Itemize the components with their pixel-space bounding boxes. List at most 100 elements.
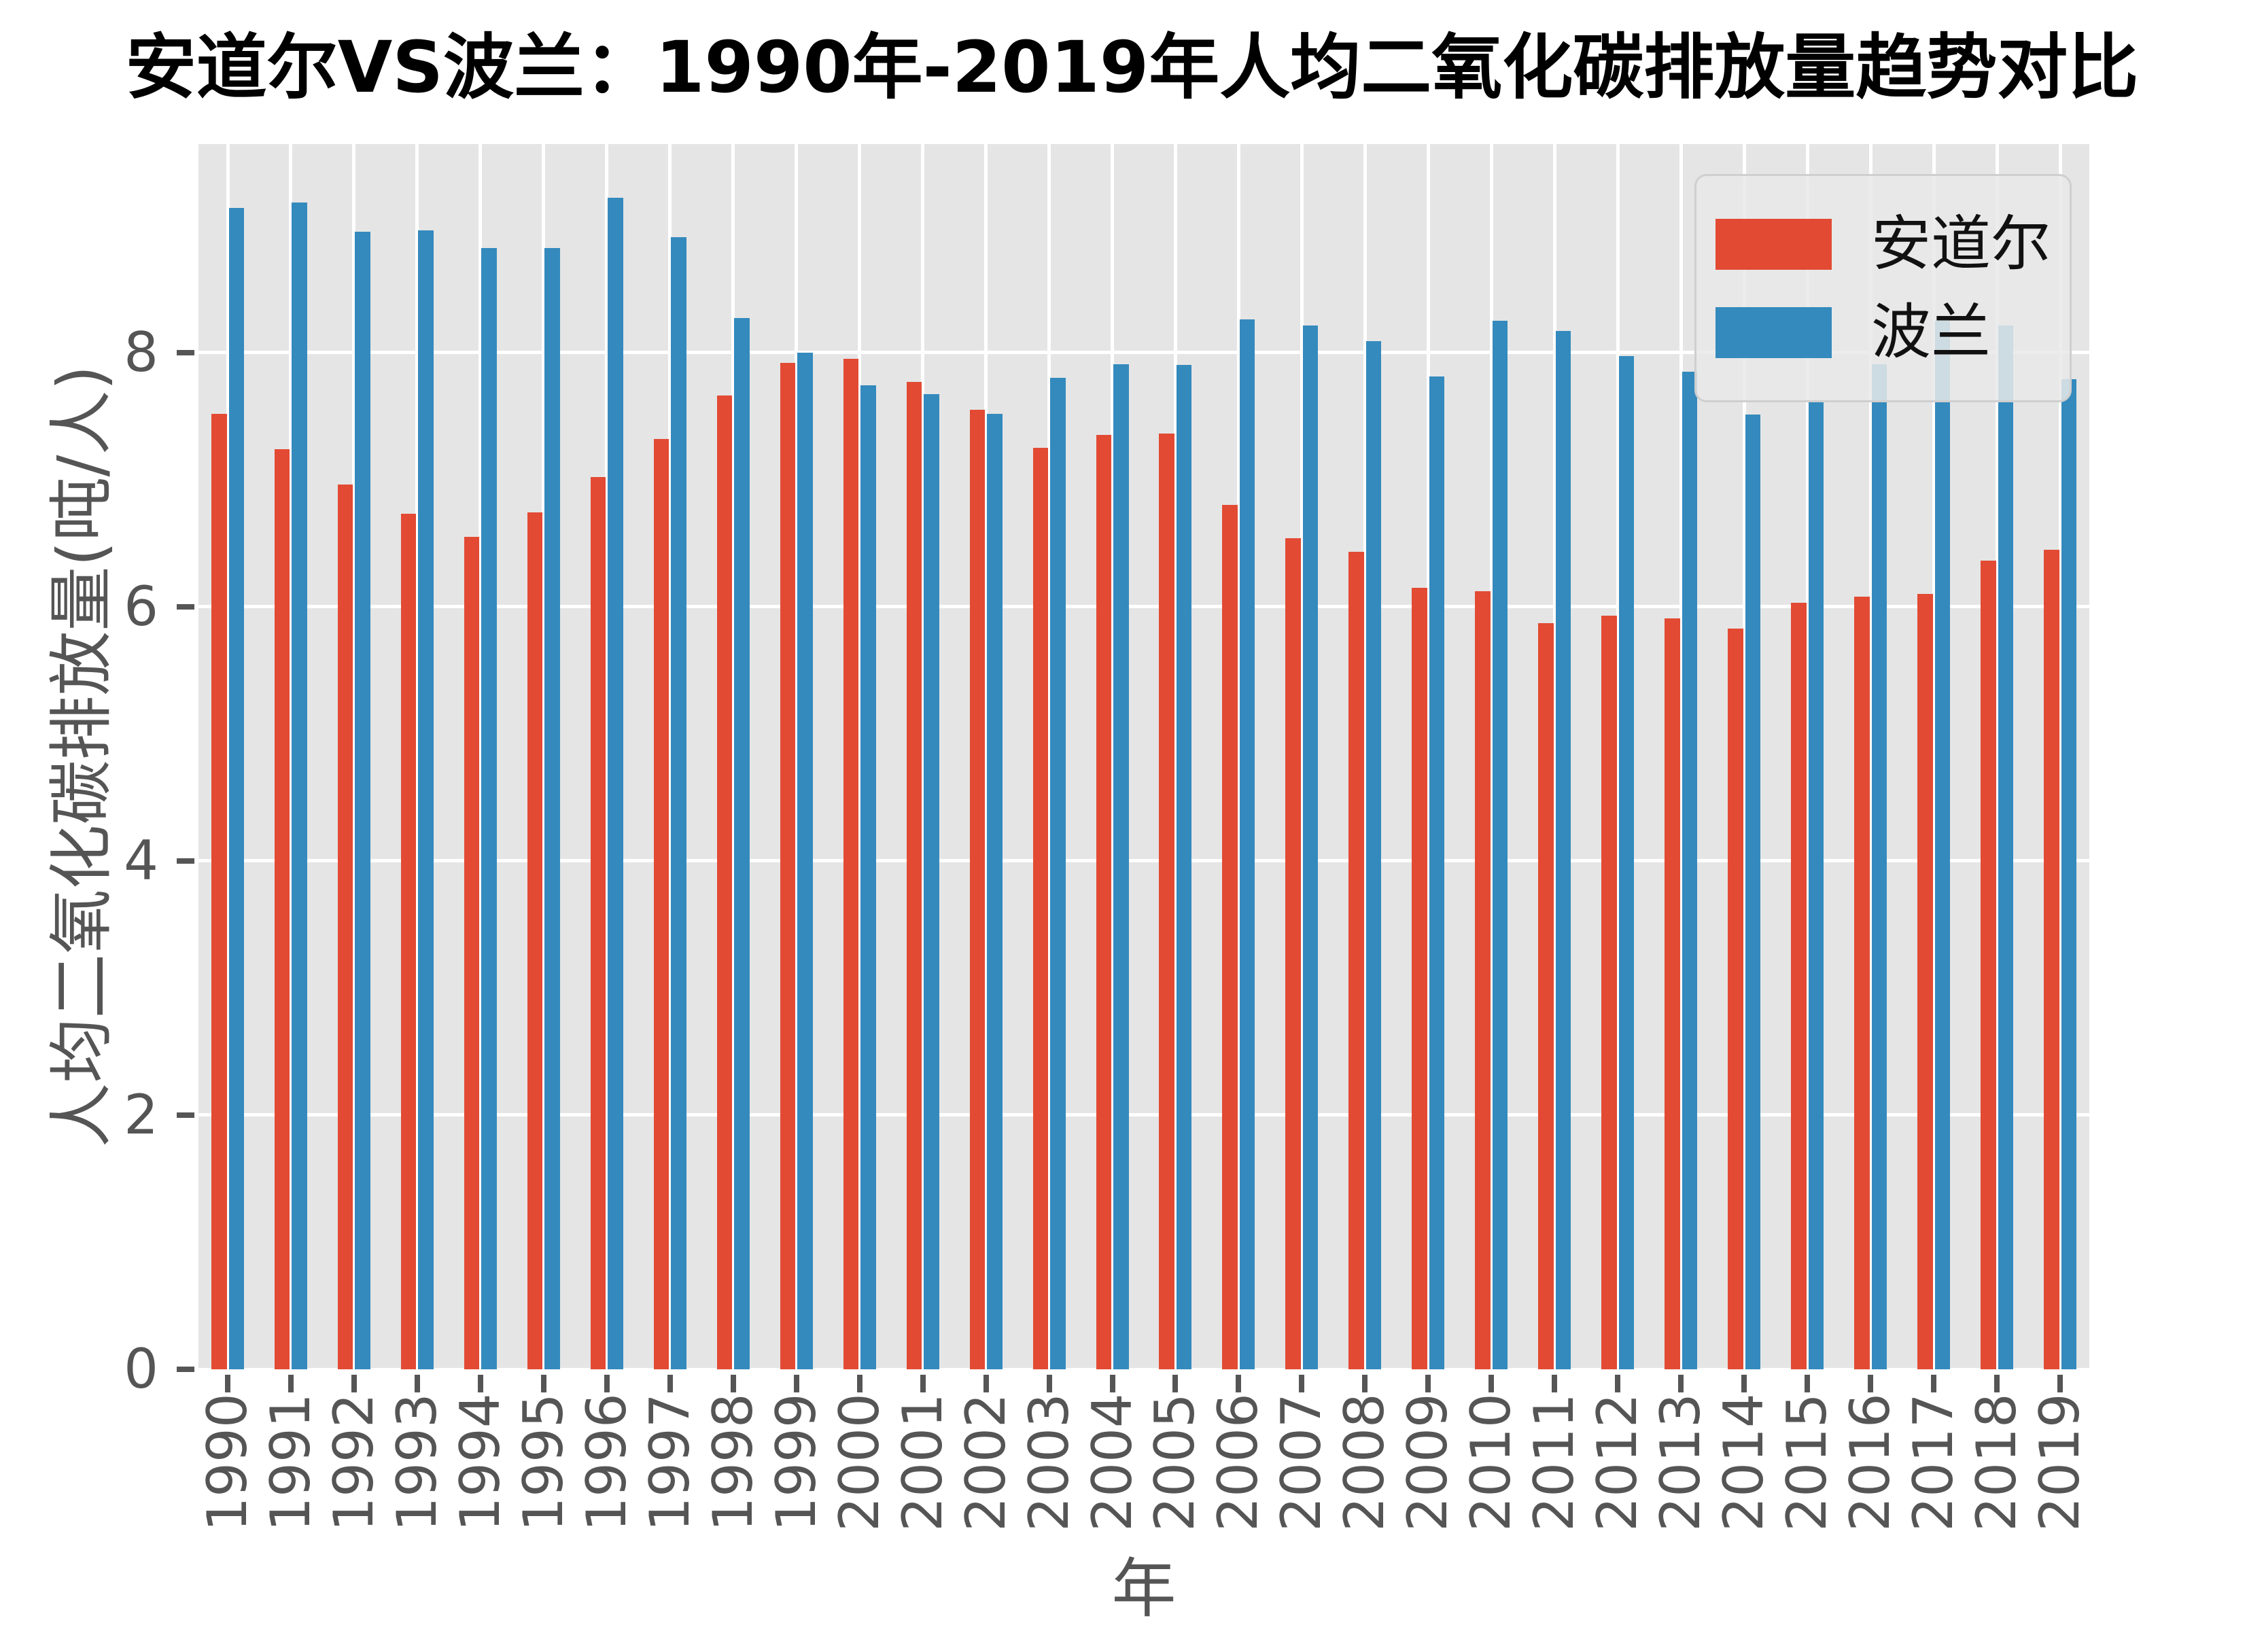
bar-poland-2014	[1745, 415, 1761, 1369]
x-tick-label-1995: 1995	[511, 1393, 575, 1532]
x-tick-label-2007: 2007	[1270, 1393, 1334, 1532]
bar-poland-1992	[355, 232, 370, 1369]
bar-poland-2005	[1176, 365, 1192, 1369]
x-tick-label-2005: 2005	[1143, 1393, 1207, 1532]
bar-andorra-2013	[1665, 618, 1680, 1369]
bar-andorra-2006	[1222, 505, 1238, 1369]
gridline-v-2015	[1805, 144, 1809, 1369]
bar-poland-2011	[1555, 330, 1571, 1369]
y-tick-label-0: 0	[124, 1337, 158, 1401]
gridline-v-2000	[858, 144, 862, 1369]
bar-andorra-1997	[653, 438, 669, 1369]
gridline-v-1995	[542, 144, 546, 1369]
bar-poland-2017	[1934, 320, 1951, 1369]
gridline-v-2002	[984, 144, 988, 1369]
y-tick-4	[177, 858, 194, 864]
x-tick-1997	[667, 1375, 673, 1392]
x-tick-label-2015: 2015	[1775, 1393, 1839, 1532]
bar-andorra-2005	[1159, 434, 1174, 1369]
gridline-v-2010	[1489, 144, 1493, 1369]
x-tick-1991	[288, 1375, 294, 1392]
bar-andorra-1990	[211, 413, 227, 1369]
y-axis-label: 人均二氧化碳排放量(吨/人)	[44, 365, 120, 1148]
x-tick-2016	[1868, 1375, 1874, 1392]
gridline-v-2012	[1616, 144, 1620, 1369]
y-tick-label-6: 6	[124, 574, 158, 638]
x-tick-2011	[1552, 1375, 1558, 1392]
x-axis-label: 年	[1111, 1551, 1177, 1627]
x-tick-2000	[856, 1375, 863, 1392]
x-tick-2006	[1236, 1375, 1242, 1392]
x-tick-2001	[920, 1375, 926, 1392]
y-tick-6	[177, 603, 194, 610]
bar-andorra-2016	[1854, 596, 1870, 1369]
bar-andorra-1992	[337, 485, 353, 1369]
legend-swatch-poland	[1716, 306, 1832, 358]
legend-item-poland: 波兰	[1716, 302, 2070, 363]
x-tick-label-1992: 1992	[321, 1393, 385, 1532]
gridline-v-1996	[605, 144, 609, 1369]
x-tick-label-2011: 2011	[1522, 1393, 1586, 1532]
x-tick-label-1998: 1998	[701, 1393, 765, 1532]
gridline-v-2006	[1236, 144, 1240, 1369]
x-tick-label-2001: 2001	[890, 1393, 954, 1532]
bar-andorra-2007	[1285, 538, 1301, 1369]
x-tick-1996	[604, 1375, 610, 1392]
bar-andorra-2000	[843, 359, 859, 1369]
bar-poland-1990	[228, 207, 244, 1369]
x-tick-2004	[1109, 1375, 1115, 1392]
x-tick-label-2004: 2004	[1080, 1393, 1144, 1532]
bar-poland-2010	[1492, 320, 1508, 1369]
x-tick-1995	[540, 1375, 546, 1392]
bar-andorra-2014	[1728, 628, 1743, 1369]
gridline-v-1994	[478, 144, 483, 1369]
x-tick-label-2009: 2009	[1396, 1393, 1460, 1532]
bar-andorra-2010	[1475, 591, 1491, 1369]
bar-poland-2009	[1429, 376, 1445, 1369]
gridline-v-1998	[731, 144, 735, 1369]
bar-andorra-2011	[1538, 623, 1554, 1369]
bar-andorra-2012	[1601, 615, 1617, 1369]
gridline-v-1990	[226, 144, 230, 1369]
x-tick-2002	[983, 1375, 989, 1392]
x-tick-2007	[1299, 1375, 1305, 1392]
gridline-h-8	[198, 351, 2089, 355]
bar-poland-1997	[671, 236, 686, 1369]
y-tick-label-8: 8	[124, 320, 158, 384]
x-tick-label-1999: 1999	[764, 1393, 828, 1532]
x-tick-2014	[1741, 1375, 1747, 1392]
x-tick-label-2019: 2019	[2028, 1393, 2091, 1532]
x-tick-1998	[730, 1375, 736, 1392]
y-tick-0	[177, 1367, 194, 1372]
gridline-v-2005	[1173, 144, 1177, 1369]
gridline-h-2	[198, 1113, 2089, 1117]
gridline-v-2011	[1552, 144, 1556, 1369]
x-tick-label-2006: 2006	[1206, 1393, 1270, 1532]
bar-andorra-2017	[1917, 594, 1933, 1369]
bar-poland-1999	[797, 352, 813, 1369]
bar-poland-2015	[1808, 402, 1824, 1369]
bar-andorra-2015	[1791, 603, 1807, 1369]
bar-poland-2004	[1113, 364, 1129, 1369]
x-tick-1993	[414, 1375, 420, 1392]
chart-title: 安道尔VS波兰：1990年-2019年人均二氧化碳排放量趋势对比	[125, 26, 2139, 109]
bar-poland-1998	[734, 318, 750, 1369]
bar-andorra-2009	[1412, 587, 1427, 1369]
x-tick-1999	[793, 1375, 799, 1392]
bar-poland-1993	[418, 230, 434, 1369]
x-tick-label-1993: 1993	[385, 1393, 449, 1532]
gridline-v-1992	[352, 144, 356, 1369]
bar-poland-1996	[608, 197, 623, 1369]
y-tick-8	[177, 349, 194, 355]
gridline-v-1993	[415, 144, 419, 1369]
bar-poland-2008	[1365, 340, 1382, 1369]
x-tick-label-1997: 1997	[638, 1393, 701, 1532]
bar-andorra-1995	[527, 512, 543, 1369]
x-tick-2010	[1488, 1375, 1495, 1392]
y-tick-2	[177, 1112, 194, 1118]
x-tick-1992	[351, 1375, 357, 1392]
x-tick-2019	[2057, 1375, 2063, 1392]
bar-poland-2003	[1050, 378, 1066, 1369]
gridline-v-2007	[1300, 144, 1304, 1369]
